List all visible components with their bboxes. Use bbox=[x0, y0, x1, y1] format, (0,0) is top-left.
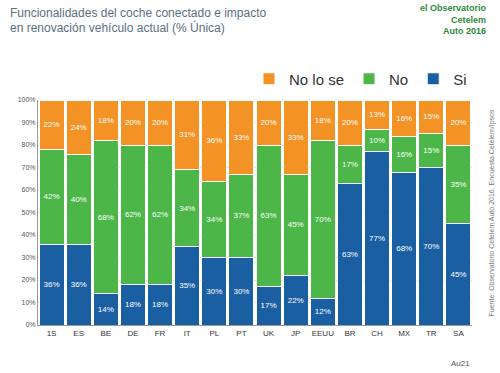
svg-text:18%: 18% bbox=[152, 300, 168, 309]
svg-text:20%: 20% bbox=[152, 118, 168, 127]
svg-text:1S: 1S bbox=[47, 329, 57, 338]
svg-text:Si: Si bbox=[453, 71, 466, 88]
svg-text:70%: 70% bbox=[315, 215, 331, 224]
svg-text:60%: 60% bbox=[22, 186, 36, 193]
svg-text:20%: 20% bbox=[125, 118, 141, 127]
svg-text:15%: 15% bbox=[423, 112, 439, 121]
svg-text:33%: 33% bbox=[233, 133, 249, 142]
svg-text:JP: JP bbox=[291, 329, 300, 338]
svg-text:UK: UK bbox=[263, 329, 275, 338]
svg-text:Funcionalidades del coche cone: Funcionalidades del coche conectado e im… bbox=[10, 6, 266, 36]
svg-text:30%: 30% bbox=[22, 254, 36, 261]
svg-text:90%: 90% bbox=[22, 119, 36, 126]
svg-text:13%: 13% bbox=[369, 110, 385, 119]
svg-text:33%: 33% bbox=[288, 133, 304, 142]
svg-text:22%: 22% bbox=[44, 120, 60, 129]
svg-text:34%: 34% bbox=[179, 204, 195, 213]
svg-text:14%: 14% bbox=[98, 305, 114, 314]
svg-text:37%: 37% bbox=[233, 211, 249, 220]
svg-text:36%: 36% bbox=[206, 136, 222, 145]
svg-text:15%: 15% bbox=[423, 146, 439, 155]
svg-text:16%: 16% bbox=[396, 150, 412, 159]
svg-text:70%: 70% bbox=[423, 242, 439, 251]
svg-text:30%: 30% bbox=[233, 287, 249, 296]
svg-text:17%: 17% bbox=[342, 160, 358, 169]
svg-text:77%: 77% bbox=[369, 234, 385, 243]
svg-text:42%: 42% bbox=[44, 192, 60, 201]
svg-text:63%: 63% bbox=[261, 211, 277, 220]
svg-text:EEUU: EEUU bbox=[312, 329, 334, 338]
svg-text:18%: 18% bbox=[98, 116, 114, 125]
svg-text:68%: 68% bbox=[98, 213, 114, 222]
svg-text:DE: DE bbox=[127, 329, 138, 338]
svg-text:62%: 62% bbox=[152, 210, 168, 219]
svg-text:MX: MX bbox=[398, 329, 411, 338]
svg-text:62%: 62% bbox=[125, 210, 141, 219]
svg-text:100%: 100% bbox=[18, 96, 36, 103]
svg-text:IT: IT bbox=[184, 329, 191, 338]
svg-text:18%: 18% bbox=[315, 116, 331, 125]
svg-text:45%: 45% bbox=[450, 270, 466, 279]
svg-text:CH: CH bbox=[371, 329, 383, 338]
svg-text:10%: 10% bbox=[369, 136, 385, 145]
svg-text:63%: 63% bbox=[342, 250, 358, 259]
svg-text:12%: 12% bbox=[315, 307, 331, 316]
svg-text:22%: 22% bbox=[288, 296, 304, 305]
svg-text:34%: 34% bbox=[206, 215, 222, 224]
svg-text:0%: 0% bbox=[25, 321, 35, 328]
svg-text:16%: 16% bbox=[396, 114, 412, 123]
svg-text:FR: FR bbox=[155, 329, 166, 338]
svg-text:18%: 18% bbox=[125, 300, 141, 309]
svg-text:BE: BE bbox=[100, 329, 111, 338]
svg-text:Au21: Au21 bbox=[451, 359, 470, 368]
svg-text:PT: PT bbox=[236, 329, 246, 338]
svg-text:40%: 40% bbox=[22, 231, 36, 238]
svg-text:SA: SA bbox=[453, 329, 464, 338]
svg-text:36%: 36% bbox=[44, 280, 60, 289]
svg-text:10%: 10% bbox=[22, 299, 36, 306]
svg-text:36%: 36% bbox=[71, 280, 87, 289]
svg-text:20%: 20% bbox=[450, 118, 466, 127]
svg-text:BR: BR bbox=[344, 329, 355, 338]
svg-text:35%: 35% bbox=[179, 281, 195, 290]
svg-text:45%: 45% bbox=[288, 220, 304, 229]
svg-text:68%: 68% bbox=[396, 244, 412, 253]
svg-text:70%: 70% bbox=[22, 164, 36, 171]
svg-text:50%: 50% bbox=[22, 209, 36, 216]
svg-text:el ObservatorioCetelemAuto 201: el ObservatorioCetelemAuto 2016 bbox=[420, 3, 487, 36]
svg-text:80%: 80% bbox=[22, 141, 36, 148]
svg-text:No: No bbox=[389, 71, 408, 88]
svg-text:20%: 20% bbox=[261, 118, 277, 127]
svg-text:30%: 30% bbox=[206, 287, 222, 296]
svg-text:PL: PL bbox=[209, 329, 219, 338]
svg-text:35%: 35% bbox=[450, 180, 466, 189]
svg-text:Fuente: Observatorio Cetelem A: Fuente: Observatorio Cetelem Auto 2016. … bbox=[488, 109, 496, 317]
svg-text:ES: ES bbox=[73, 329, 84, 338]
svg-text:No lo se: No lo se bbox=[289, 71, 344, 88]
svg-text:17%: 17% bbox=[261, 301, 277, 310]
svg-text:40%: 40% bbox=[71, 195, 87, 204]
svg-text:20%: 20% bbox=[342, 118, 358, 127]
svg-text:31%: 31% bbox=[179, 130, 195, 139]
svg-text:24%: 24% bbox=[71, 123, 87, 132]
svg-text:TR: TR bbox=[426, 329, 437, 338]
svg-text:20%: 20% bbox=[22, 276, 36, 283]
